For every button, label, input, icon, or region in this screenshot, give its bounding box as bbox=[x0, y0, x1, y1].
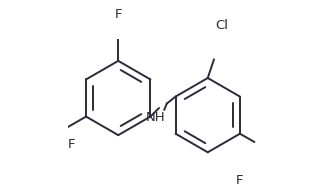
Text: F: F bbox=[114, 7, 122, 21]
Text: F: F bbox=[68, 138, 76, 151]
Text: F: F bbox=[235, 174, 243, 187]
Text: Cl: Cl bbox=[215, 19, 229, 32]
Text: NH: NH bbox=[146, 111, 166, 123]
